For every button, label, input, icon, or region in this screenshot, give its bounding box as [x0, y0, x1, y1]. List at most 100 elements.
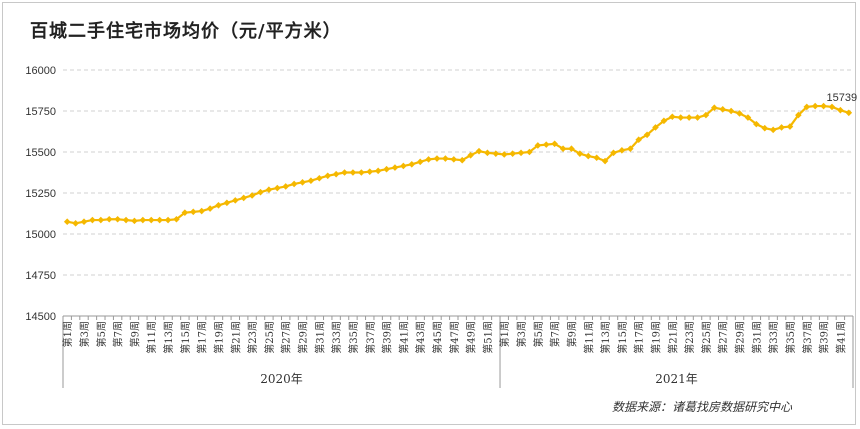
y-tick-label: 15000 — [25, 229, 56, 241]
x-tick-label: 第17周 — [633, 321, 646, 354]
data-point — [198, 207, 205, 215]
x-axis: 第1周 第3周 第5周 第7周 第9周 第11周 第13周 第15周 第17周 第19周 第21周第… — [61, 315, 854, 388]
data-point — [769, 126, 777, 134]
x-tick-label: 第7周 — [112, 321, 125, 347]
x-tick-label: 第27周 — [280, 321, 293, 354]
data-point — [97, 216, 105, 224]
grid-lines — [63, 69, 853, 276]
data-point — [349, 169, 357, 176]
y-tick-label: 14750 — [25, 270, 56, 282]
y-tick-label: 15250 — [25, 188, 56, 200]
data-point — [105, 215, 113, 223]
data-point — [240, 194, 247, 202]
data-point — [610, 149, 617, 157]
x-tick-label: 第29周 — [734, 321, 747, 354]
data-point — [80, 218, 88, 225]
x-tick-label: 第45周 — [431, 321, 444, 354]
data-point — [307, 177, 315, 184]
data-point — [795, 111, 802, 119]
data-point — [206, 205, 214, 212]
data-point — [517, 149, 525, 157]
x-tick-label: 第13周 — [599, 321, 612, 354]
data-point — [576, 150, 584, 157]
data-point — [694, 114, 701, 121]
data-point — [660, 117, 668, 125]
data-point — [416, 158, 424, 166]
data-point — [442, 155, 449, 162]
x-tick-label: 第35周 — [347, 321, 360, 354]
data-point — [584, 152, 592, 160]
x-tick-label: 第1周 — [498, 321, 511, 347]
x-tick-label: 第1周 — [61, 321, 74, 347]
data-point — [391, 164, 399, 171]
x-tick-label: 第31周 — [750, 321, 763, 354]
x-tick-label: 第31周 — [313, 321, 326, 354]
data-point — [626, 145, 634, 153]
data-point — [72, 220, 79, 227]
x-tick-label: 第15周 — [179, 321, 192, 354]
data-point — [601, 157, 609, 165]
x-tick-label: 第3周 — [78, 321, 91, 347]
data-point — [299, 179, 306, 186]
data-point — [467, 151, 474, 159]
x-tick-label: 第37周 — [364, 321, 377, 354]
data-point — [63, 218, 71, 225]
data-point — [786, 123, 794, 130]
chart-title: 百城二手住宅市场均价（元/平方米） — [30, 21, 342, 42]
x-group-label: 2020年 — [260, 372, 303, 386]
data-point — [736, 110, 743, 117]
series-line-path — [66, 104, 850, 225]
data-point — [744, 114, 752, 121]
x-tick-label: 第35周 — [784, 321, 797, 354]
x-tick-label: 第21周 — [229, 321, 242, 354]
data-point — [828, 103, 836, 111]
data-point — [837, 106, 844, 114]
data-point — [341, 169, 348, 176]
data-point — [164, 216, 172, 224]
x-tick-label: 第37周 — [801, 321, 814, 354]
data-point — [526, 148, 533, 156]
data-point — [677, 114, 685, 121]
data-point — [274, 184, 281, 192]
x-tick-label: 第43周 — [414, 321, 427, 354]
y-tick-label: 14500 — [25, 311, 56, 323]
data-point — [711, 104, 718, 112]
data-point — [189, 208, 197, 216]
x-tick-label: 第39周 — [818, 321, 831, 354]
x-tick-label: 第41周 — [834, 321, 847, 354]
data-point — [248, 192, 256, 199]
x-tick-label: 第27周 — [717, 321, 730, 354]
x-tick-label: 第9周 — [565, 321, 578, 347]
x-tick-label: 第33周 — [767, 321, 780, 354]
y-tick-label: 15750 — [25, 106, 56, 118]
x-tick-label: 第23周 — [683, 321, 696, 354]
data-point — [358, 169, 365, 176]
data-point — [139, 216, 147, 224]
annotations: 15739 — [827, 92, 858, 104]
data-point — [374, 167, 382, 175]
data-label: 15739 — [827, 92, 858, 104]
data-point — [500, 151, 508, 158]
x-tick-label: 第7周 — [549, 321, 562, 347]
data-point — [290, 180, 298, 188]
data-point — [231, 197, 239, 204]
data-point — [568, 145, 575, 153]
data-point — [114, 215, 121, 223]
x-tick-label: 第21周 — [666, 321, 679, 354]
data-point — [845, 109, 853, 117]
data-point — [450, 156, 458, 163]
data-point — [131, 217, 138, 225]
data-point — [669, 113, 676, 121]
data-point — [408, 161, 416, 168]
data-point — [534, 142, 542, 149]
x-tick-label: 第9周 — [128, 321, 141, 347]
data-point — [282, 183, 290, 190]
data-point — [509, 150, 516, 157]
data-point — [643, 131, 651, 139]
data-point — [122, 216, 130, 224]
data-point — [156, 216, 163, 224]
x-tick-label: 第5周 — [95, 321, 108, 347]
data-point — [635, 136, 642, 143]
data-point — [181, 209, 189, 216]
